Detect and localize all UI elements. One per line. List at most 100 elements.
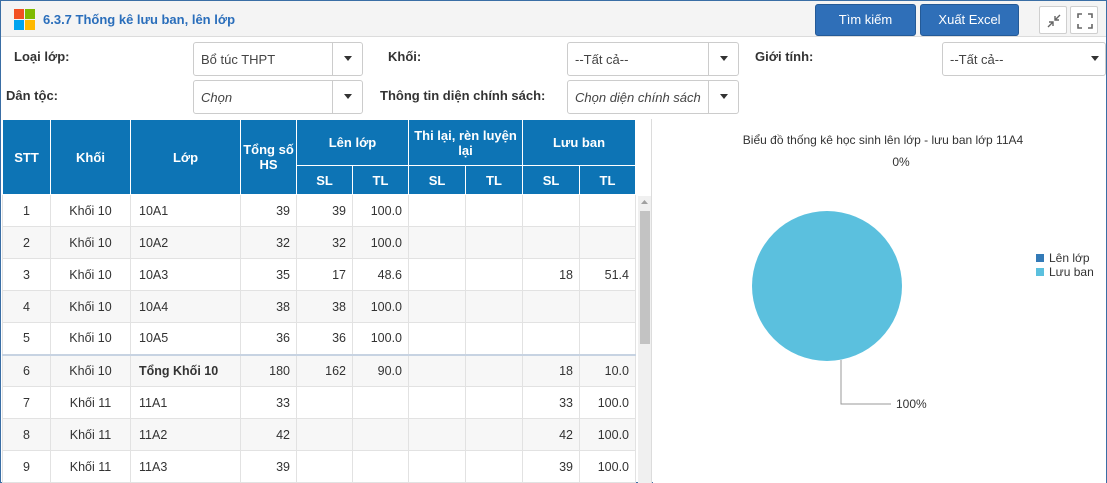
cell-khoi: Khối 10: [50, 290, 131, 323]
table-row[interactable]: 9 Khối 11 11A3 39 39 100.0: [2, 450, 636, 483]
cell-stt: 3: [2, 258, 51, 291]
chart-title: Biểu đồ thống kê học sinh lên lớp - lưu …: [742, 133, 1024, 147]
cell-tong: 42: [240, 418, 297, 451]
cell-luu-tl: 100.0: [579, 386, 636, 419]
table-row[interactable]: 3 Khối 10 10A3 35 17 48.6 18 51.4: [2, 258, 636, 291]
table-row[interactable]: 1 Khối 10 10A1 39 39 100.0: [2, 194, 636, 227]
cell-thi-tl: [465, 258, 523, 291]
cell-thi-sl: [408, 418, 466, 451]
legend-item-len-lop[interactable]: Lên lớp: [1036, 251, 1094, 265]
header-len-lop-tl: TL: [352, 165, 409, 195]
cell-len-sl: 17: [296, 258, 353, 291]
dan-toc-select[interactable]: Chọn: [193, 80, 363, 114]
table-row-total[interactable]: 6 Khối 10 Tổng Khối 10 180 162 90.0 18 10.0: [2, 353, 636, 387]
cell-thi-sl: [408, 226, 466, 259]
cell-lop: 10A3: [130, 258, 241, 291]
fullscreen-button[interactable]: [1070, 6, 1098, 34]
cell-luu-sl: 39: [522, 450, 580, 483]
cell-len-tl: 100.0: [352, 226, 409, 259]
cell-luu-sl: 18: [522, 258, 580, 291]
khoi-value: --Tất cả--: [575, 52, 629, 67]
cell-stt: 7: [2, 386, 51, 419]
dan-toc-value: Chọn: [201, 90, 233, 105]
caret-down-icon: [720, 94, 728, 99]
dropdown-arrow: [332, 81, 362, 113]
fullscreen-icon: [1077, 13, 1093, 29]
cell-luu-sl: [522, 290, 580, 323]
cell-thi-sl: [408, 290, 466, 323]
collapse-button[interactable]: [1039, 6, 1067, 34]
cell-luu-tl: 51.4: [579, 258, 636, 291]
legend-item-luu-ban[interactable]: Lưu ban: [1036, 265, 1094, 279]
cell-len-sl: [296, 450, 353, 483]
statistics-table-panel: STT Khối Lớp Tổng số HS Lên lớp Thi lại,…: [2, 119, 652, 483]
header-thi-lai: Thi lại, rèn luyện lại: [408, 119, 523, 166]
cell-tong: 38: [240, 290, 297, 323]
cell-len-tl: [352, 418, 409, 451]
khoi-select[interactable]: --Tất cả--: [567, 42, 739, 76]
cell-thi-sl: [408, 322, 466, 355]
cell-luu-tl: [579, 194, 636, 227]
cell-khoi: Khối 10: [50, 258, 131, 291]
header-thi-lai-sl: SL: [408, 165, 466, 195]
cell-tong: 180: [240, 353, 297, 387]
cell-len-tl: [352, 450, 409, 483]
search-button[interactable]: Tìm kiếm: [815, 4, 916, 36]
header-len-lop: Lên lớp: [296, 119, 409, 166]
export-excel-button[interactable]: Xuất Excel: [920, 4, 1019, 36]
scroll-up-icon[interactable]: [638, 196, 651, 209]
cell-len-tl: 100.0: [352, 290, 409, 323]
table-row[interactable]: 8 Khối 11 11A2 42 42 100.0: [2, 418, 636, 451]
cell-len-sl: 32: [296, 226, 353, 259]
cell-stt: 4: [2, 290, 51, 323]
pie-slice[interactable]: [752, 211, 902, 361]
cell-lop: 11A1: [130, 386, 241, 419]
cell-lop: 11A2: [130, 418, 241, 451]
table-row[interactable]: 2 Khối 10 10A2 32 32 100.0: [2, 226, 636, 259]
cell-khoi: Khối 11: [50, 418, 131, 451]
cell-luu-tl: 10.0: [579, 353, 636, 387]
legend-swatch-len-lop: [1036, 254, 1044, 262]
cell-thi-tl: [465, 353, 523, 387]
scrollbar-thumb[interactable]: [640, 211, 650, 344]
cell-stt: 5: [2, 322, 51, 355]
loai-lop-value: Bổ túc THPT: [201, 52, 276, 67]
header-tong-so-hs: Tổng số HS: [240, 119, 297, 195]
pie-chart: 0% 100%: [752, 155, 927, 411]
cell-len-tl: 48.6: [352, 258, 409, 291]
pie-label-luu-ban: 100%: [896, 397, 927, 411]
cell-khoi: Khối 10: [50, 353, 131, 387]
cell-lop: 10A5: [130, 322, 241, 355]
header-lop: Lớp: [130, 119, 241, 195]
header-luu-ban-sl: SL: [522, 165, 580, 195]
cell-khoi: Khối 11: [50, 386, 131, 419]
cell-luu-tl: 100.0: [579, 418, 636, 451]
cell-stt: 6: [2, 353, 51, 387]
cell-stt: 9: [2, 450, 51, 483]
cell-lop: 10A4: [130, 290, 241, 323]
cell-tong: 33: [240, 386, 297, 419]
title-bar: 6.3.7 Thống kê lưu ban, lên lớp Tìm kiếm…: [1, 1, 1106, 37]
cell-len-sl: 162: [296, 353, 353, 387]
cell-len-sl: [296, 386, 353, 419]
table-row[interactable]: 7 Khối 11 11A1 33 33 100.0: [2, 386, 636, 419]
table-row[interactable]: 4 Khối 10 10A4 38 38 100.0: [2, 290, 636, 323]
cell-len-tl: 90.0: [352, 353, 409, 387]
dropdown-arrow: [708, 81, 738, 113]
cell-luu-sl: 33: [522, 386, 580, 419]
cell-stt: 8: [2, 418, 51, 451]
cell-luu-tl: [579, 226, 636, 259]
windows-logo-icon: [14, 9, 35, 30]
cell-luu-sl: 42: [522, 418, 580, 451]
gioi-tinh-select[interactable]: --Tất cả--: [942, 42, 1106, 76]
loai-lop-select[interactable]: Bổ túc THPT: [193, 42, 363, 76]
chinh-sach-select[interactable]: Chọn diện chính sách: [567, 80, 739, 114]
table-row[interactable]: 5 Khối 10 10A5 36 36 100.0: [2, 322, 636, 355]
cell-len-tl: 100.0: [352, 194, 409, 227]
cell-thi-tl: [465, 194, 523, 227]
collapse-icon: [1047, 14, 1061, 28]
header-luu-ban: Lưu ban: [522, 119, 636, 166]
legend-swatch-luu-ban: [1036, 268, 1044, 276]
cell-thi-sl: [408, 194, 466, 227]
